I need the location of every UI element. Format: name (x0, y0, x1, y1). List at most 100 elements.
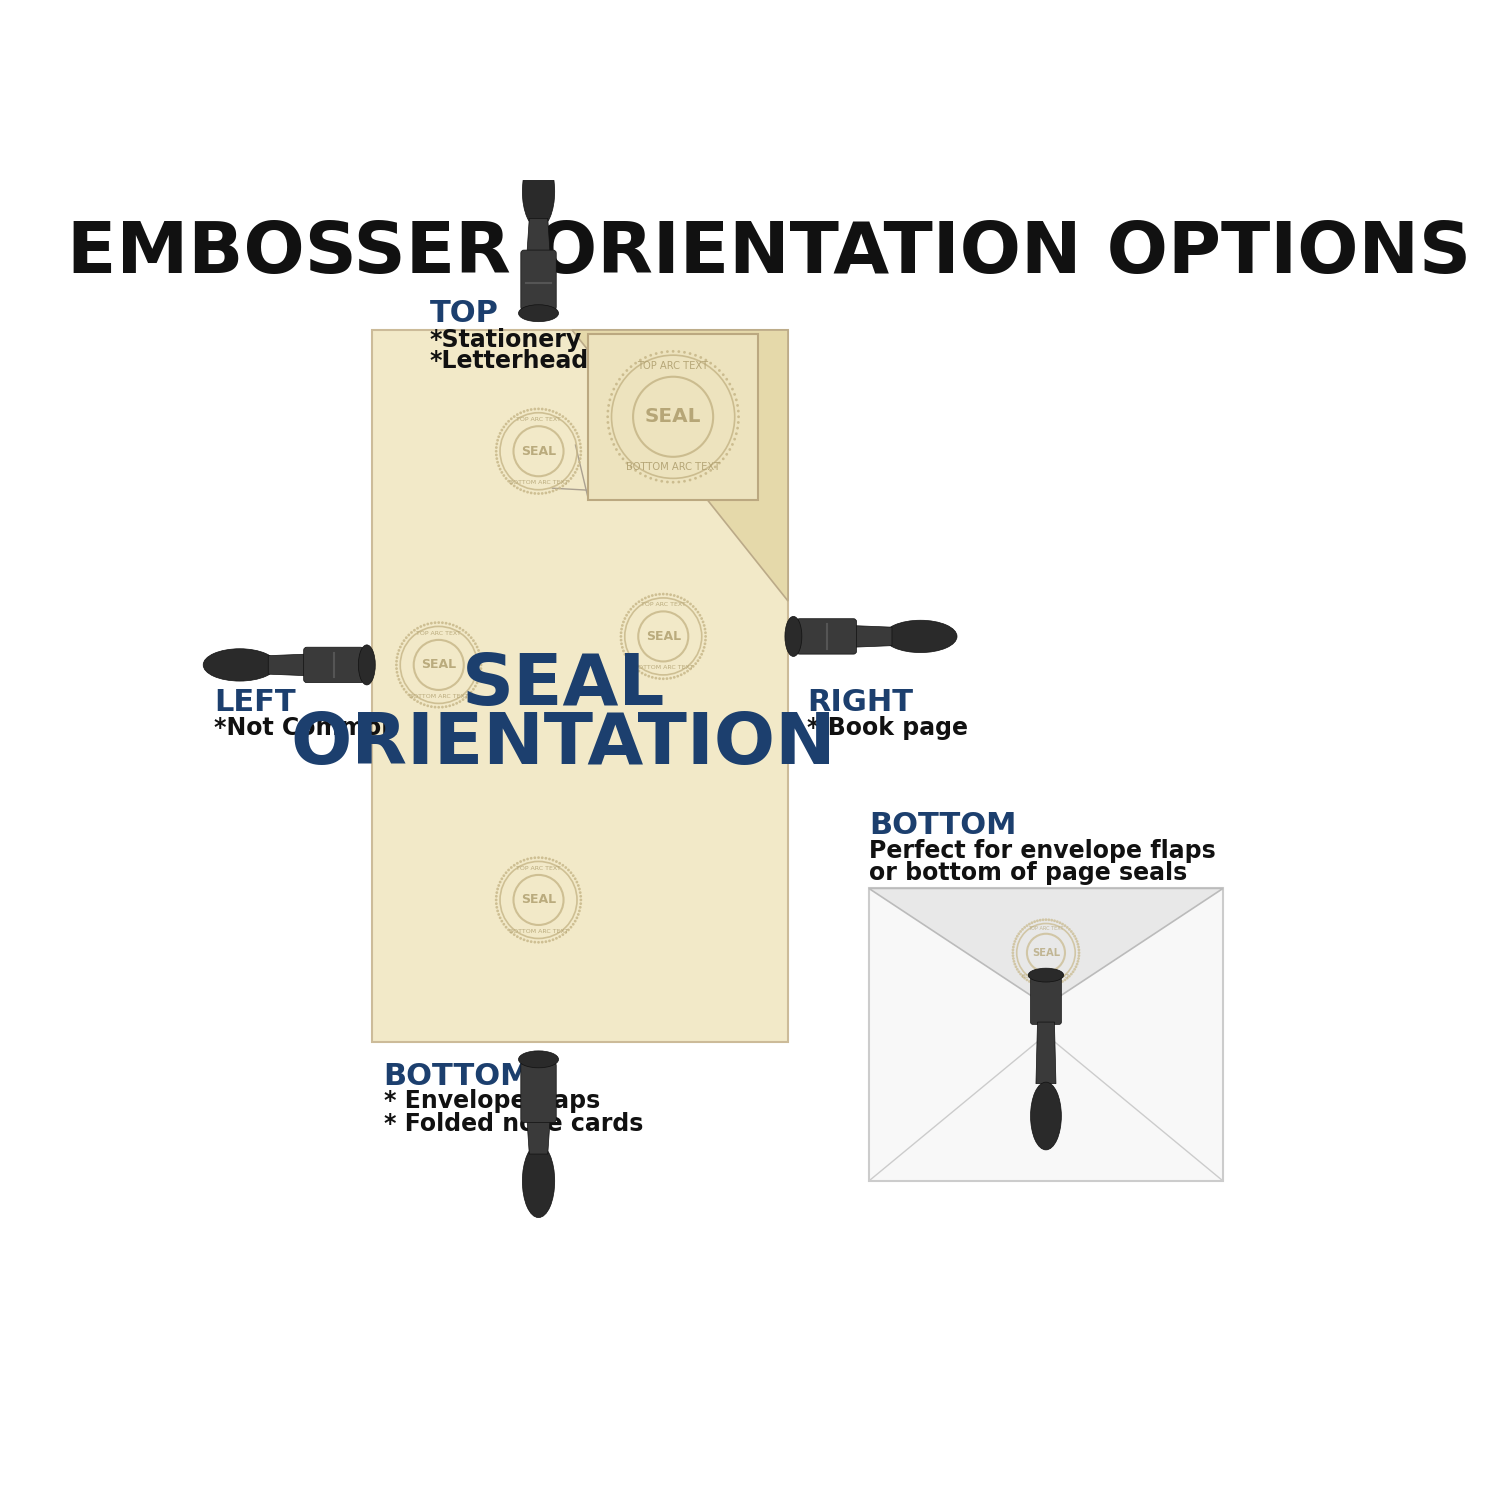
Circle shape (561, 933, 564, 936)
FancyBboxPatch shape (520, 1062, 556, 1122)
Circle shape (610, 393, 614, 396)
Text: * Envelope flaps: * Envelope flaps (384, 1089, 600, 1113)
Circle shape (495, 906, 498, 909)
Circle shape (574, 429, 576, 432)
Circle shape (526, 490, 530, 494)
Circle shape (522, 939, 525, 940)
Text: BOTTOM: BOTTOM (868, 812, 1017, 840)
Circle shape (478, 670, 482, 674)
Circle shape (495, 453, 498, 456)
Circle shape (621, 624, 624, 627)
Text: * Folded note cards: * Folded note cards (384, 1112, 644, 1136)
Circle shape (567, 480, 570, 483)
Circle shape (426, 705, 429, 706)
Circle shape (558, 486, 561, 489)
Circle shape (1044, 918, 1047, 921)
Circle shape (1030, 981, 1033, 984)
Circle shape (648, 675, 650, 678)
Circle shape (726, 453, 728, 456)
Circle shape (632, 664, 634, 668)
Circle shape (510, 417, 513, 420)
Circle shape (1011, 948, 1014, 951)
Circle shape (558, 413, 561, 416)
Circle shape (423, 704, 426, 706)
Circle shape (702, 650, 705, 652)
Circle shape (650, 354, 652, 357)
FancyBboxPatch shape (1030, 978, 1062, 1024)
Polygon shape (853, 626, 892, 646)
Circle shape (578, 440, 580, 441)
Circle shape (608, 427, 610, 429)
Text: BOTTOM ARC TEXT: BOTTOM ARC TEXT (509, 928, 568, 934)
Circle shape (495, 446, 498, 448)
Circle shape (544, 940, 548, 944)
Circle shape (620, 634, 622, 638)
Circle shape (465, 696, 468, 699)
FancyBboxPatch shape (520, 251, 556, 310)
Polygon shape (268, 654, 306, 675)
Circle shape (552, 410, 555, 413)
Circle shape (704, 642, 706, 645)
Circle shape (579, 906, 582, 909)
Circle shape (666, 592, 669, 596)
Circle shape (501, 920, 503, 922)
Circle shape (542, 408, 543, 411)
Circle shape (736, 416, 740, 419)
Circle shape (444, 705, 447, 708)
Text: TOP ARC TEXT: TOP ARC TEXT (638, 362, 708, 372)
Circle shape (513, 864, 516, 867)
Circle shape (634, 668, 638, 670)
Polygon shape (1036, 1022, 1056, 1083)
Circle shape (510, 932, 513, 934)
Circle shape (729, 448, 730, 452)
Circle shape (513, 484, 516, 488)
Circle shape (1044, 984, 1047, 987)
Circle shape (1077, 948, 1080, 951)
Circle shape (579, 458, 582, 460)
Circle shape (700, 616, 703, 620)
Circle shape (516, 862, 519, 864)
Circle shape (674, 594, 675, 597)
Text: SEAL: SEAL (462, 651, 664, 720)
Circle shape (710, 470, 712, 472)
Text: RIGHT: RIGHT (807, 688, 913, 717)
Circle shape (620, 639, 622, 642)
Circle shape (542, 940, 543, 944)
Circle shape (454, 702, 458, 705)
Circle shape (1026, 924, 1029, 927)
Circle shape (1077, 945, 1080, 948)
Circle shape (564, 865, 567, 868)
Circle shape (504, 871, 507, 874)
Circle shape (519, 938, 522, 939)
Circle shape (1017, 970, 1020, 974)
Circle shape (495, 442, 498, 446)
Circle shape (1077, 951, 1080, 954)
Circle shape (501, 878, 503, 880)
Circle shape (462, 698, 465, 700)
Circle shape (662, 592, 664, 596)
Circle shape (714, 465, 717, 468)
Circle shape (555, 859, 558, 862)
Circle shape (702, 621, 705, 624)
Circle shape (609, 432, 612, 435)
Circle shape (468, 693, 470, 696)
Circle shape (578, 884, 579, 886)
Circle shape (402, 639, 405, 642)
Circle shape (495, 450, 498, 453)
Ellipse shape (522, 1144, 555, 1218)
Circle shape (1013, 945, 1014, 948)
Circle shape (1030, 921, 1033, 924)
Text: SEAL: SEAL (422, 658, 456, 672)
Circle shape (394, 660, 398, 663)
Text: BOTTOM ARC TEXT: BOTTOM ARC TEXT (509, 480, 568, 486)
Circle shape (735, 432, 738, 435)
Circle shape (704, 627, 706, 630)
Circle shape (634, 362, 638, 364)
Text: TOP ARC TEXT: TOP ARC TEXT (640, 603, 686, 608)
Circle shape (1068, 928, 1071, 930)
Circle shape (1011, 951, 1014, 954)
Circle shape (501, 471, 503, 474)
Circle shape (621, 374, 624, 376)
Text: SEAL: SEAL (520, 894, 556, 906)
Circle shape (1050, 984, 1053, 987)
